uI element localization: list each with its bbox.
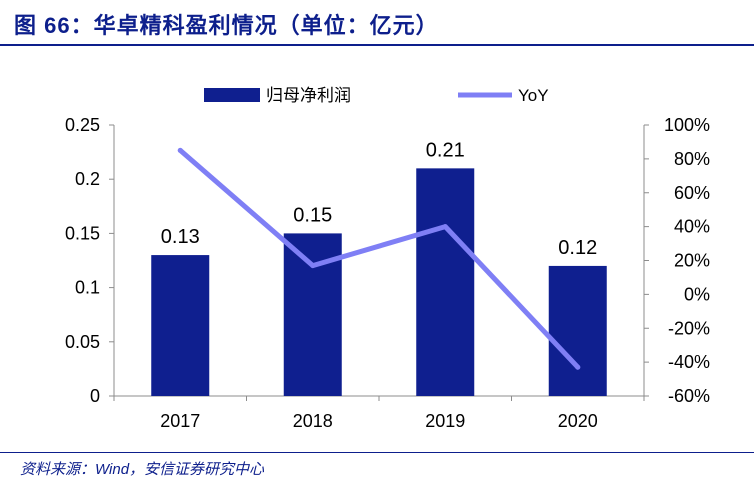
left-tick-label: 0 xyxy=(90,386,100,406)
yoy-point-2018 xyxy=(310,263,316,269)
bar-data-label: 0.13 xyxy=(161,226,200,248)
left-tick-label: 0.2 xyxy=(75,169,100,189)
title-underline xyxy=(0,44,754,46)
bar-data-label: 0.21 xyxy=(426,139,465,161)
yoy-point-2020 xyxy=(575,364,581,370)
source-divider xyxy=(0,452,754,453)
bar-data-label: 0.12 xyxy=(558,237,597,259)
legend-line-label: YoY xyxy=(518,86,549,105)
bar-2020 xyxy=(548,265,607,396)
chart-legend: 归母净利润 YoY xyxy=(204,86,549,105)
yoy-point-2017 xyxy=(177,147,183,153)
bar-series: 0.13 0.15 0.21 0.12 xyxy=(151,139,607,396)
right-tick-label: 60% xyxy=(674,183,710,203)
yoy-point-2019 xyxy=(442,224,448,230)
right-tick-label: 0% xyxy=(684,284,710,304)
figure-title: 图 66：华卓精科盈利情况（单位：亿元） xyxy=(14,13,439,38)
x-tick-label: 2019 xyxy=(425,411,465,431)
x-tick-label: 2018 xyxy=(293,411,333,431)
right-tick-label: -20% xyxy=(668,318,710,338)
bar-2017 xyxy=(151,255,210,396)
left-tick-label: 0.25 xyxy=(65,115,100,135)
legend-bar-swatch xyxy=(204,88,260,102)
right-tick-label: 40% xyxy=(674,217,710,237)
profit-chart: 归母净利润 YoY 0 0.05 0.1 0.15 0.2 0.25 -60% -40% -20… xyxy=(65,86,710,431)
right-tick-label: -40% xyxy=(668,352,710,372)
chart-axes: 0 0.05 0.1 0.15 0.2 0.25 -60% -40% -20% 0% 20% 40% 6… xyxy=(65,115,710,431)
right-tick-label: -60% xyxy=(668,386,710,406)
right-tick-label: 20% xyxy=(674,251,710,271)
left-tick-label: 0.05 xyxy=(65,332,100,352)
left-tick-label: 0.15 xyxy=(65,223,100,243)
legend-bar-label: 归母净利润 xyxy=(266,86,351,105)
bar-data-label: 0.15 xyxy=(293,204,332,226)
x-tick-label: 2020 xyxy=(558,411,598,431)
yoy-line-series xyxy=(177,147,581,370)
left-tick-label: 0.1 xyxy=(75,278,100,298)
bar-2019 xyxy=(416,168,475,396)
x-tick-label: 2017 xyxy=(160,411,200,431)
right-tick-label: 100% xyxy=(664,115,710,135)
source-note: 资料来源：Wind，安信证券研究中心 xyxy=(20,461,265,478)
yoy-line xyxy=(177,147,581,370)
right-tick-label: 80% xyxy=(674,149,710,169)
